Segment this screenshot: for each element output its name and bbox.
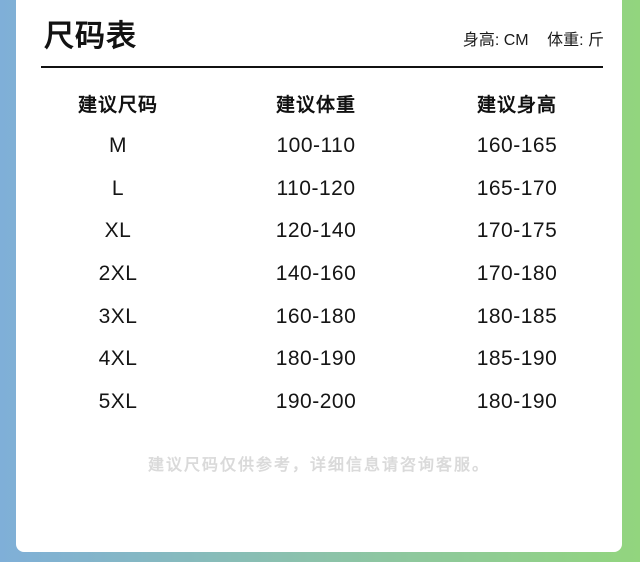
size-cell: XL [104,219,132,243]
units-note: 身高: CM 体重: 斤 [449,26,604,53]
table-row: 3XL 160-180 180-185 [16,295,622,338]
page-title: 尺码表 [44,20,137,53]
height-cell: 170-180 [476,262,558,286]
height-unit-label: 身高: CM [462,32,529,49]
header-divider [41,66,603,68]
weight-cell: 120-140 [275,219,357,243]
size-cell: 5XL [98,390,138,414]
size-cell: M [109,134,127,158]
table-row: L 110-120 165-170 [16,167,622,210]
size-cell: 3XL [98,304,138,328]
column-header-weight: 建议体重 [275,94,356,116]
size-cell: 4XL [98,347,138,371]
height-cell: 165-170 [476,176,558,200]
table-row: XL 120-140 170-175 [16,210,622,253]
weight-cell: 160-180 [275,304,357,328]
height-cell: 170-175 [476,219,558,243]
size-table: 建议尺码 建议体重 建议身高 M 100-110 160-165 L 110-120 16… [16,68,622,424]
weight-cell: 180-190 [275,347,357,371]
height-cell: 180-185 [476,304,558,328]
column-header-size: 建议尺码 [77,94,158,116]
weight-cell: 190-200 [275,390,357,414]
weight-cell: 100-110 [276,134,356,158]
table-row: 2XL 140-160 170-180 [16,253,622,296]
size-table-body: M 100-110 160-165 L 110-120 165-170 XL 120-140 1… [16,125,622,424]
height-cell: 160-165 [476,134,558,158]
weight-cell: 140-160 [275,262,357,286]
card-header: 尺码表 身高: CM 体重: 斤 [16,0,622,66]
footnote: 建议尺码仅供参考，详细信息请咨询客服。 [147,456,490,474]
size-chart-card: 尺码表 身高: CM 体重: 斤 建议尺码 建议体重 建议身高 M 100-110… [16,0,622,552]
table-row: 4XL 180-190 185-190 [16,338,622,381]
weight-unit-label: 体重: 斤 [547,32,604,49]
table-row: M 100-110 160-165 [16,125,622,168]
size-cell: 2XL [98,262,138,286]
height-cell: 185-190 [476,347,558,371]
height-cell: 180-190 [476,390,558,414]
weight-cell: 110-120 [276,176,356,200]
column-header-height: 建议身高 [476,94,557,116]
table-header-row: 建议尺码 建议体重 建议身高 [16,82,622,125]
table-row: 5XL 190-200 180-190 [16,381,622,424]
size-cell: L [111,176,125,200]
